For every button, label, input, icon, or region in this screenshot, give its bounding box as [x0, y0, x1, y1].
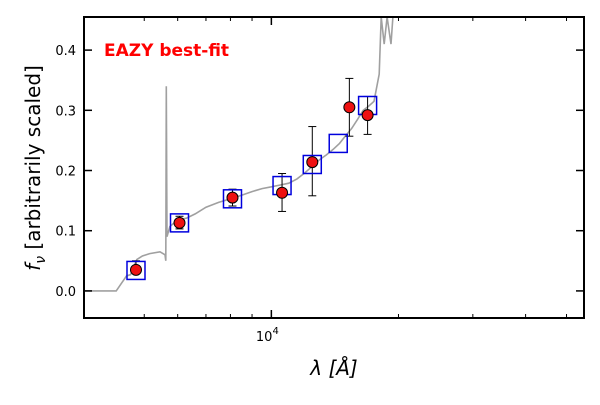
- observed-point: [226, 191, 239, 204]
- y-tick-label: 0.2: [55, 165, 76, 180]
- y-label-symbol: f: [21, 261, 45, 271]
- tick-layer: 0.0 0.1 0.2 0.3 0.4 104: [55, 17, 584, 345]
- plot-frame: [83, 16, 585, 319]
- x-tick-base: 10: [256, 330, 273, 345]
- model-box: [328, 133, 348, 154]
- y-label-subscript: ν: [33, 256, 49, 264]
- model-box: [302, 154, 323, 175]
- observed-point: [306, 156, 319, 169]
- observed-point: [129, 263, 142, 276]
- y-tick-label: 0.3: [55, 104, 76, 119]
- x-axis-label: λ [Å]: [309, 356, 357, 380]
- model-layer: [126, 95, 378, 281]
- x-tick-label: 104: [256, 326, 279, 345]
- y-label-text: [arbitrarily scaled]: [21, 65, 45, 256]
- annotation-label: EAZY best-fit: [104, 41, 229, 61]
- model-box: [169, 213, 190, 233]
- x-tick-exponent: 4: [272, 326, 278, 337]
- y-axis-label: fν [arbitrarily scaled]: [21, 65, 49, 271]
- observed-point: [343, 101, 356, 114]
- model-box: [126, 260, 146, 281]
- y-tick-label: 0.4: [55, 44, 76, 59]
- model-box: [222, 189, 243, 209]
- observed-point: [361, 109, 374, 122]
- observed-layer: [131, 77, 372, 271]
- observed-point: [173, 216, 186, 229]
- y-tick-label: 0.0: [55, 285, 76, 300]
- observed-point: [276, 186, 289, 199]
- y-tick-label: 0.1: [55, 225, 76, 240]
